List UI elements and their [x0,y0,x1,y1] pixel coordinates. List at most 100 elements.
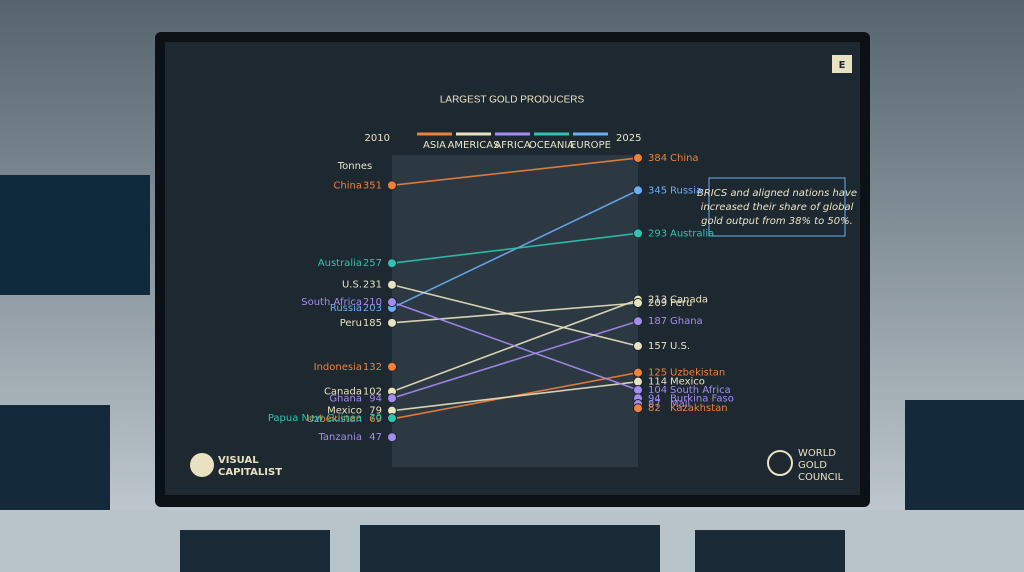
legend-label: EUROPE [570,140,611,151]
point [387,393,397,404]
slope-line [391,380,639,412]
logo-text: WORLD [798,448,836,459]
logo-icon [767,450,793,476]
series-name: Russia [330,303,362,314]
annotation: BRICS and aligned nations have [697,188,857,199]
series-name: South Africa [670,385,731,396]
point [387,361,397,372]
value-label: 69 [369,414,382,425]
annotation: gold output from 38% to 50%. [701,216,853,227]
series-name: Russia [670,185,702,196]
annotation: increased their share of global [701,202,854,213]
point [633,297,643,308]
logo-text: GOLD [798,460,827,471]
series-name: Tanzania [317,432,362,443]
value-label: 257 [363,258,382,269]
point [633,384,643,395]
value-label: 104 [648,385,667,396]
series-name: U.S. [670,341,690,352]
value-label: 187 [648,316,667,327]
value-label: 87 [648,399,661,410]
series-name: Kazakhstan [670,403,728,414]
series-name: South Africa [301,297,362,308]
slope-line [391,302,639,324]
series-name: China [333,180,362,191]
slope-line [391,189,639,309]
value-label: 47 [369,432,382,443]
plot-area [392,155,638,467]
value-label: 125 [648,368,667,379]
value-label: 213 [648,295,667,306]
point [633,228,643,239]
series-name: Australia [670,228,714,239]
series-name: Canada [670,295,708,306]
value-label: 384 [648,153,667,164]
logo-text: VISUAL [218,455,259,466]
value-label: 94 [369,393,382,404]
value-label: 293 [648,228,667,239]
series-name: Papua New Guinea [268,413,362,424]
point [633,376,643,387]
legend-label: AMERICAS [448,140,500,151]
value-label: 79 [369,406,382,417]
point [633,403,643,414]
series-name: Mexico [670,377,705,388]
slope-line [391,283,639,347]
series-name: Australia [318,258,362,269]
desk-monitor [180,530,330,572]
series-name: Ghana [329,393,362,404]
series-name: Peru [670,298,692,309]
desk-monitor [360,525,660,572]
value-label: 94 [648,393,661,404]
series-name: Uzbekistan [307,414,362,425]
side-monitor [0,405,110,510]
x-label: 2025 [616,133,641,144]
series-name: Canada [324,387,362,398]
point [387,413,397,424]
logo-text: COUNCIL [798,472,844,483]
point [387,258,397,269]
x-label: 2010 [365,133,390,144]
legend-label: ASIA [423,140,446,151]
annotation-box [708,177,846,237]
value-label: 345 [648,185,667,196]
value-label: 203 [363,303,382,314]
badge: E [839,60,846,71]
value-label: 210 [363,297,382,308]
desk-monitor [695,530,845,572]
y-label: Tonnes [337,161,373,172]
value-label: 70 [369,413,382,424]
value-label: 157 [648,341,667,352]
value-label: 132 [363,362,382,373]
value-label: 185 [363,318,382,329]
legend-label: OCEANIA [529,140,574,151]
value-label: 102 [363,387,382,398]
point [387,317,397,328]
series-name: Mexico [327,406,362,417]
slope-line [391,320,639,400]
badge-box [832,55,852,73]
series-name: Indonesia [314,362,362,373]
series-name: U.S. [342,280,362,291]
point [633,152,643,163]
value-label: 209 [648,298,667,309]
point [633,341,643,352]
series-name: Peru [340,318,362,329]
point [633,367,643,378]
slope-line [391,157,639,187]
legend-label: AFRICA [494,140,530,151]
value-label: 114 [648,377,667,388]
logo-text: CAPITALIST [218,467,282,478]
side-monitor [905,400,1024,510]
slope-line [391,232,639,264]
value-label: 82 [648,403,661,414]
point [387,432,397,443]
series-name: Burkina Faso [670,393,734,404]
point [633,316,643,327]
logo-icon [190,453,214,477]
series-name: Uzbekistan [670,368,725,379]
chart-title: LARGEST GOLD PRODUCERS [440,95,585,106]
point [387,279,397,290]
point [387,297,397,308]
